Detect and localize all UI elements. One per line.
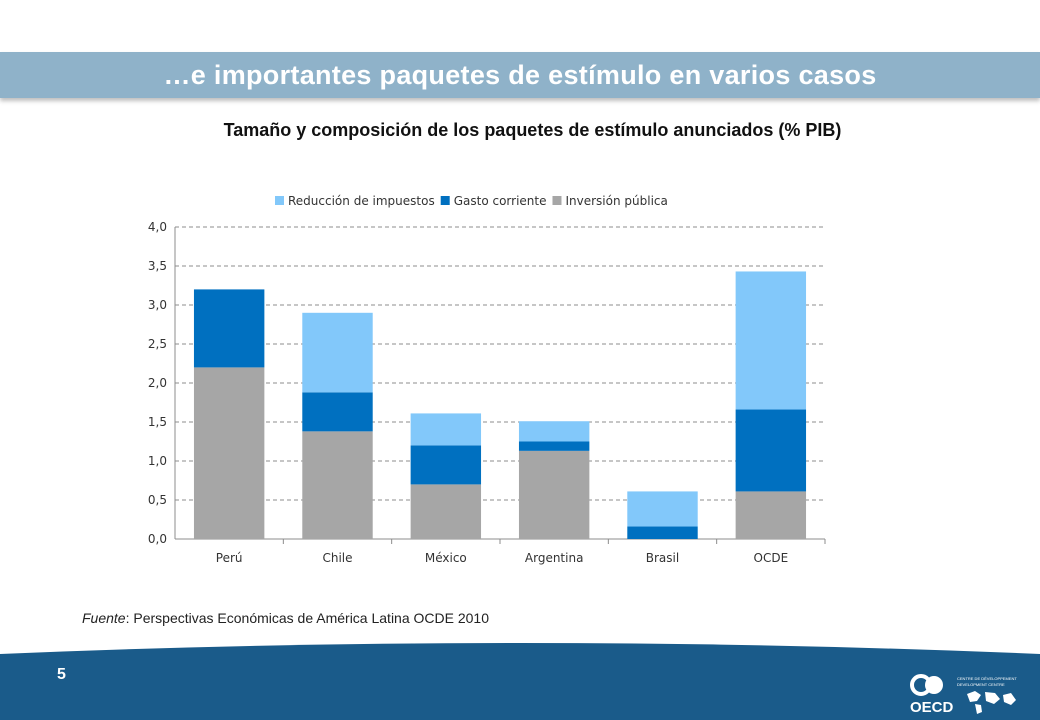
legend-swatch	[552, 196, 562, 205]
y-tick-label: 1,0	[148, 454, 167, 468]
bar-segment	[410, 413, 482, 446]
stacked-bar-chart: 0,0 0,5 1,0 1,5 2,0 2,5 3,0 3,5 4,0 Perú Chile Méxi…	[148, 194, 826, 565]
y-tick-label: 3,5	[148, 259, 167, 273]
legend-label: Reducción de impuestos	[288, 194, 435, 208]
footer-bar	[0, 640, 1040, 720]
bar-segment	[302, 392, 373, 432]
x-tick-label: Perú	[216, 551, 243, 565]
title-banner: …e importantes paquetes de estímulo en v…	[0, 52, 1040, 98]
oecd-logo-mark-2	[925, 676, 943, 694]
bar-segment	[518, 421, 590, 442]
legend-label: Gasto corriente	[454, 194, 547, 208]
bar-segment	[735, 409, 807, 492]
source-text: : Perspectivas Económicas de América Lat…	[125, 610, 489, 626]
legend-label: Inversión pública	[565, 194, 667, 208]
oecd-logo-subtext-left: CENTRE DE DÉVELOPPEMENT	[957, 676, 1017, 681]
bar-segment	[735, 491, 807, 539]
slide-title: …e importantes paquetes de estímulo en v…	[163, 60, 877, 90]
chart-title: Tamaño y composición de los paquetes de …	[223, 120, 842, 140]
y-tick-label: 2,5	[148, 337, 167, 351]
oecd-logo: OECD CENTRE DE DÉVELOPPEMENT DEVELOPMENT…	[910, 674, 1017, 716]
oecd-logo-subtext-right: DEVELOPMENT CENTRE	[957, 682, 1005, 687]
bar-segment	[193, 367, 265, 539]
y-tick-label: 3,0	[148, 298, 167, 312]
bar-segment	[518, 441, 590, 451]
world-map-icon	[967, 691, 1016, 714]
x-tick-label: México	[425, 551, 467, 565]
page-number: 5	[57, 666, 66, 683]
bar-segment	[302, 312, 373, 393]
bar-segment	[410, 484, 482, 539]
y-tick-label: 4,0	[148, 220, 167, 234]
source-note: Fuente: Perspectivas Económicas de Améri…	[82, 610, 489, 626]
bar-segment	[627, 526, 698, 539]
x-tick-label: Chile	[322, 551, 352, 565]
oecd-logo-text: OECD	[910, 699, 954, 716]
x-tick-label: OCDE	[754, 551, 789, 565]
legend-swatch	[275, 196, 284, 205]
y-tick-label: 0,5	[148, 493, 167, 507]
y-tick-label: 2,0	[148, 376, 167, 390]
y-tick-label: 1,5	[148, 415, 167, 429]
source-label: Fuente	[82, 610, 126, 626]
legend-swatch	[440, 196, 450, 205]
x-tick-label: Brasil	[646, 551, 679, 565]
bar-segment	[302, 431, 373, 539]
bar-segment	[410, 445, 482, 485]
bar-segment	[518, 450, 590, 539]
bar-segment	[735, 271, 807, 410]
x-tick-label: Argentina	[525, 551, 584, 565]
bar-segment	[627, 491, 698, 527]
bar-segment	[193, 289, 265, 368]
y-tick-label: 0,0	[148, 532, 167, 546]
